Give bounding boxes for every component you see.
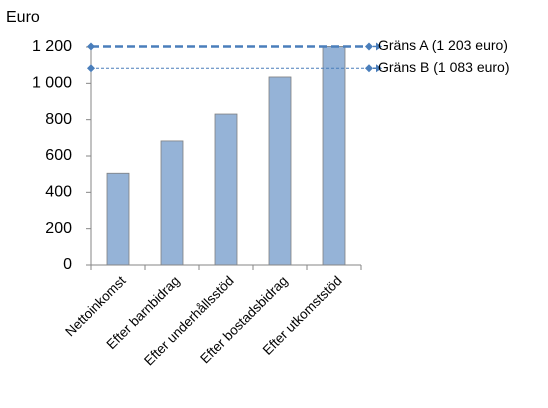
y-tick-label: 400 — [45, 184, 72, 201]
reference-marker — [87, 64, 95, 73]
bar — [214, 113, 238, 266]
y-tick-label: 0 — [63, 256, 72, 273]
bar — [106, 172, 130, 266]
bar — [322, 46, 346, 266]
y-axis-label: Euro — [6, 9, 40, 26]
y-tick-label: 800 — [45, 111, 72, 128]
reference-arrowhead — [376, 42, 382, 51]
bar — [160, 140, 184, 266]
reference-label: Gräns B (1 083 euro) — [378, 59, 510, 75]
reference-marker — [365, 42, 373, 51]
reference-marker — [87, 42, 95, 51]
reference-arrowhead — [376, 64, 382, 73]
y-tick-label: 600 — [45, 147, 72, 164]
y-tick-label: 1 000 — [32, 75, 72, 92]
bar — [268, 76, 292, 266]
reference-marker — [365, 64, 373, 73]
y-tick-label: 200 — [45, 220, 72, 237]
reference-label: Gräns A (1 203 euro) — [378, 37, 508, 53]
x-tick-label: Efter underhållsstöd — [141, 273, 237, 369]
y-tick-label: 1 200 — [32, 38, 72, 55]
